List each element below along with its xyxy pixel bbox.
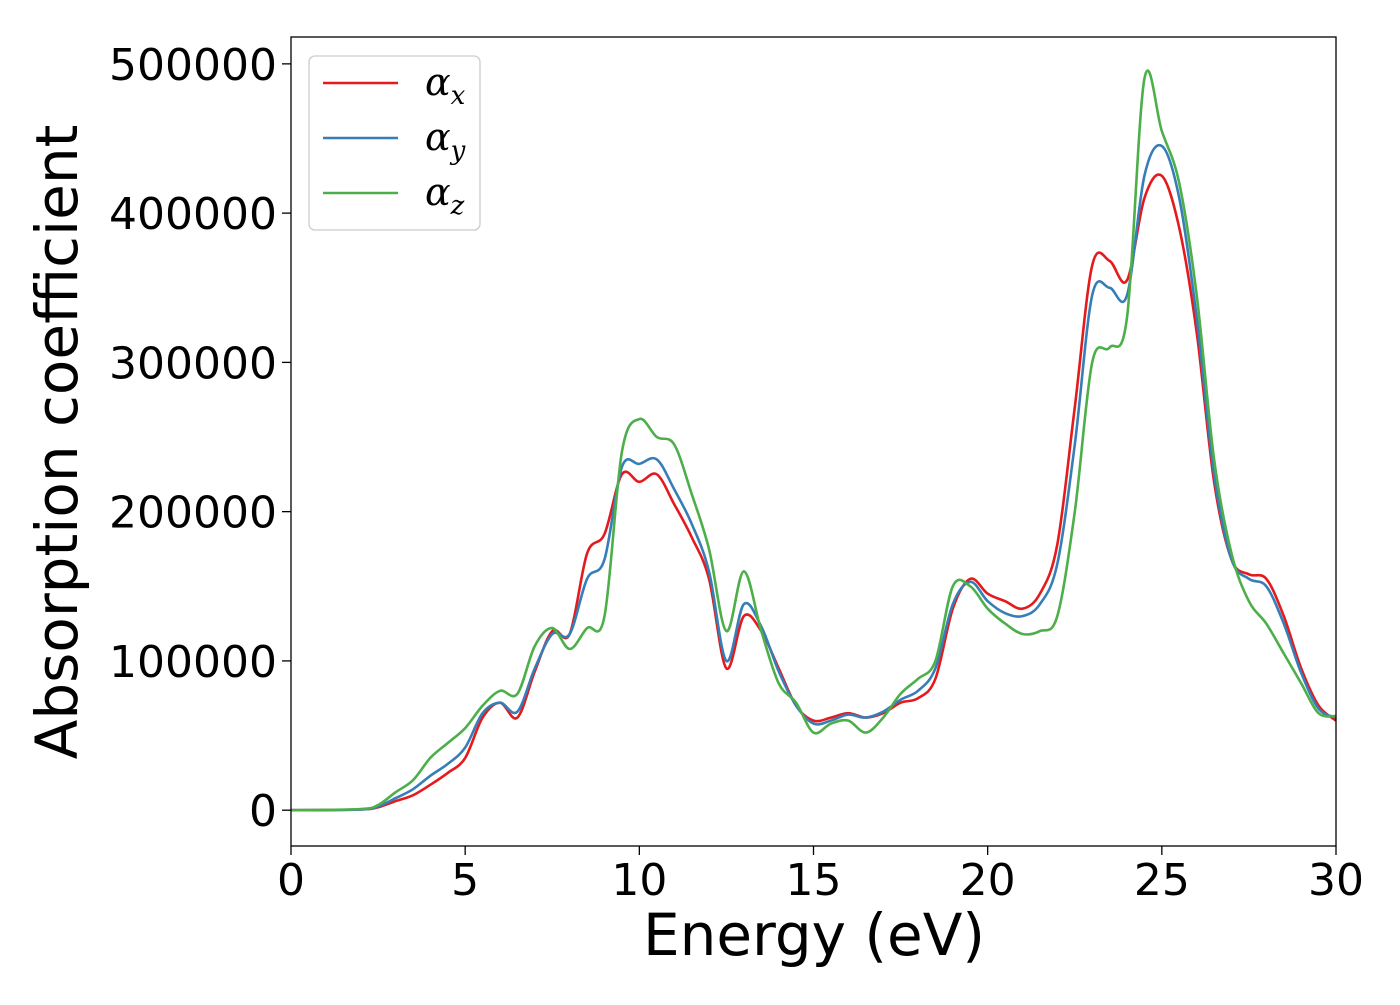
legend-subscript: x [451, 81, 466, 111]
y-tick-label: 300000 [109, 338, 277, 389]
legend-symbol: α [425, 170, 451, 214]
y-tick-label: 400000 [109, 189, 277, 240]
x-tick-label: 25 [1134, 855, 1190, 906]
x-tick-label: 10 [611, 855, 667, 906]
y-tick-label: 0 [249, 786, 277, 837]
y-tick-label: 500000 [109, 40, 277, 91]
legend-subscript: z [450, 191, 465, 221]
y-tick-label: 100000 [109, 637, 277, 688]
x-tick-label: 15 [786, 855, 842, 906]
y-tick-label: 200000 [109, 488, 277, 539]
legend-box [308, 55, 481, 231]
legend-label-z: αz [425, 170, 465, 221]
plot-frame [290, 36, 1337, 847]
x-tick-label: 30 [1308, 855, 1364, 906]
x-tick-label: 5 [451, 855, 479, 906]
x-tick-label: 0 [277, 855, 305, 906]
legend-symbol: α [425, 115, 451, 159]
x-tick-label: 20 [960, 855, 1016, 906]
plot-area [290, 69, 1337, 812]
x-axis-title: Energy (eV) [643, 901, 985, 969]
series-line-y [290, 143, 1337, 812]
legend-subscript: y [450, 136, 466, 166]
legend-label-y: αy [425, 115, 466, 166]
series-line-z [290, 69, 1337, 812]
axis-ticks: 0 5 10 15 20 25 30 0 100000 200000 300000 400000 500… [109, 40, 1364, 906]
y-axis-title: Absorption coefficient [23, 125, 91, 760]
legend-symbol: α [425, 60, 451, 104]
legend-label-x: αx [425, 60, 466, 111]
